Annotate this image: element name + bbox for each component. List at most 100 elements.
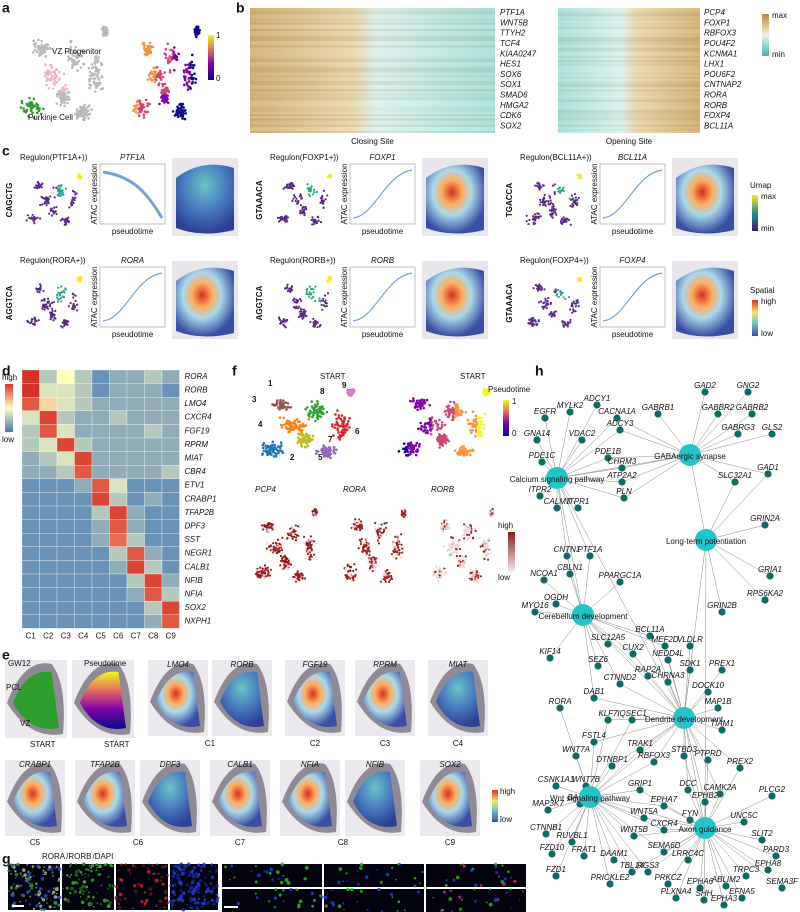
umap-point bbox=[391, 553, 393, 555]
umap-point bbox=[307, 553, 309, 555]
colorbar-label: max bbox=[761, 192, 776, 201]
umap-point bbox=[464, 531, 466, 533]
umap-point bbox=[483, 558, 485, 560]
heatmap-cell bbox=[57, 384, 75, 398]
heatmap-row bbox=[250, 60, 495, 62]
cell bbox=[180, 863, 183, 866]
cell bbox=[26, 876, 28, 878]
cell bbox=[169, 896, 170, 897]
heatmap-cell bbox=[145, 370, 163, 384]
umap-point bbox=[32, 39, 35, 42]
stain-label: RORA bbox=[42, 852, 66, 861]
umap-point bbox=[550, 202, 552, 204]
heatmap-cell bbox=[40, 520, 58, 534]
panel-title: Pseudotime bbox=[84, 659, 127, 668]
cell bbox=[120, 879, 123, 882]
umap-point bbox=[540, 186, 542, 188]
umap-point bbox=[51, 315, 53, 317]
umap-point bbox=[459, 555, 461, 557]
umap-point bbox=[308, 412, 311, 415]
umap-point bbox=[285, 401, 288, 404]
umap-point bbox=[461, 410, 464, 413]
heatmap-row bbox=[250, 73, 495, 75]
umap-point bbox=[441, 425, 444, 428]
cell bbox=[198, 898, 201, 901]
umap-point bbox=[300, 445, 303, 448]
umap-point bbox=[538, 301, 540, 303]
umap-point bbox=[323, 190, 325, 192]
cell bbox=[269, 872, 272, 875]
umap-point bbox=[282, 321, 284, 323]
umap-point bbox=[292, 538, 294, 540]
heatmap-cell bbox=[145, 601, 163, 615]
umap-point bbox=[309, 285, 311, 287]
umap-point bbox=[379, 530, 381, 532]
cell bbox=[8, 867, 10, 869]
umap-point bbox=[429, 428, 432, 431]
cell bbox=[190, 874, 191, 875]
umap-point bbox=[79, 113, 82, 116]
umap-point bbox=[325, 299, 327, 301]
umap-point bbox=[360, 543, 362, 545]
umap-point bbox=[440, 572, 442, 574]
gene-label: LHX1 bbox=[704, 60, 724, 69]
umap-point bbox=[261, 524, 263, 526]
umap-point bbox=[47, 298, 49, 300]
umap-point bbox=[476, 571, 478, 573]
umap-point bbox=[308, 187, 310, 189]
umap-point bbox=[57, 292, 59, 294]
heatmap-cell bbox=[127, 574, 145, 588]
cell bbox=[78, 878, 80, 880]
umap-point bbox=[475, 567, 477, 569]
cell bbox=[397, 900, 400, 903]
heatmap-row bbox=[558, 54, 700, 56]
umap-point bbox=[427, 422, 430, 425]
umap-point bbox=[67, 217, 69, 219]
colorbar bbox=[762, 14, 769, 56]
umap-point bbox=[347, 570, 349, 572]
umap-point bbox=[434, 571, 436, 573]
gene-label: LMO4 bbox=[185, 399, 207, 408]
umap-point bbox=[372, 570, 374, 572]
umap-point bbox=[347, 565, 349, 567]
umap-point bbox=[268, 571, 270, 573]
gene-label: WNT5B bbox=[500, 18, 529, 27]
heatmap-row bbox=[558, 58, 700, 60]
heatmap-row bbox=[558, 10, 700, 12]
umap-point bbox=[340, 435, 343, 438]
umap-point bbox=[98, 77, 101, 80]
umap-point bbox=[143, 45, 146, 48]
cell bbox=[507, 870, 510, 873]
umap-point bbox=[67, 221, 69, 223]
umap-point bbox=[368, 544, 370, 546]
cell bbox=[237, 902, 241, 906]
umap-point bbox=[44, 55, 47, 58]
umap-point bbox=[182, 106, 185, 109]
heatmap-cell bbox=[110, 560, 128, 574]
umap-point bbox=[308, 193, 310, 195]
umap-point bbox=[457, 406, 460, 409]
umap-point bbox=[472, 423, 475, 426]
umap-point bbox=[28, 217, 30, 219]
umap-point bbox=[572, 198, 574, 200]
umap-point bbox=[304, 206, 306, 208]
umap-point bbox=[55, 213, 57, 215]
umap-point bbox=[83, 104, 86, 107]
heatmap-row bbox=[250, 50, 495, 52]
umap-point bbox=[477, 434, 480, 437]
cell bbox=[10, 863, 12, 865]
umap-point bbox=[312, 318, 314, 320]
umap-point bbox=[401, 551, 403, 553]
umap-point bbox=[68, 305, 70, 307]
umap-point bbox=[558, 296, 560, 298]
cell bbox=[14, 870, 16, 872]
umap-point bbox=[295, 198, 297, 200]
heatmap-row bbox=[250, 27, 495, 29]
umap-point bbox=[52, 71, 55, 74]
umap-point bbox=[491, 510, 493, 512]
umap-point bbox=[562, 220, 564, 222]
umap-point bbox=[80, 109, 83, 112]
cell bbox=[58, 896, 61, 899]
umap-plot bbox=[255, 508, 318, 583]
umap-point bbox=[63, 89, 66, 92]
